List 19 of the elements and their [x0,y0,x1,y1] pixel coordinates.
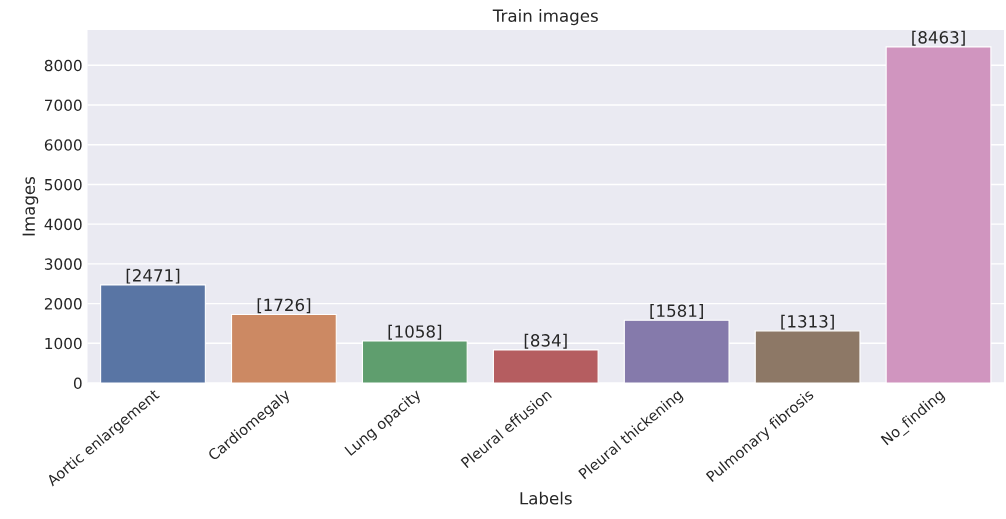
data-label: [1726] [257,298,311,314]
y-tick-label: 4000 [44,218,82,231]
y-axis-title: Images [22,176,39,236]
chart-title: Train images [492,9,598,26]
data-label: [8463] [912,30,965,46]
y-tick-label: 5000 [44,178,82,191]
data-label: [2471] [126,268,180,284]
y-tick-label: 7000 [45,99,82,112]
y-tick-label: 6000 [44,139,82,151]
y-tick-label: 8000 [44,59,82,72]
data-label: [834] [524,333,567,349]
y-tick-label: 3000 [44,258,82,270]
data-label: [1058] [388,324,442,340]
y-tick-label: 0 [73,377,82,390]
y-tick-label: 2000 [44,298,82,310]
data-label: [1581] [650,304,703,319]
y-tick-label: 1000 [45,337,82,350]
x-axis-title: Labels [520,491,572,505]
data-label: [1313] [781,314,834,330]
